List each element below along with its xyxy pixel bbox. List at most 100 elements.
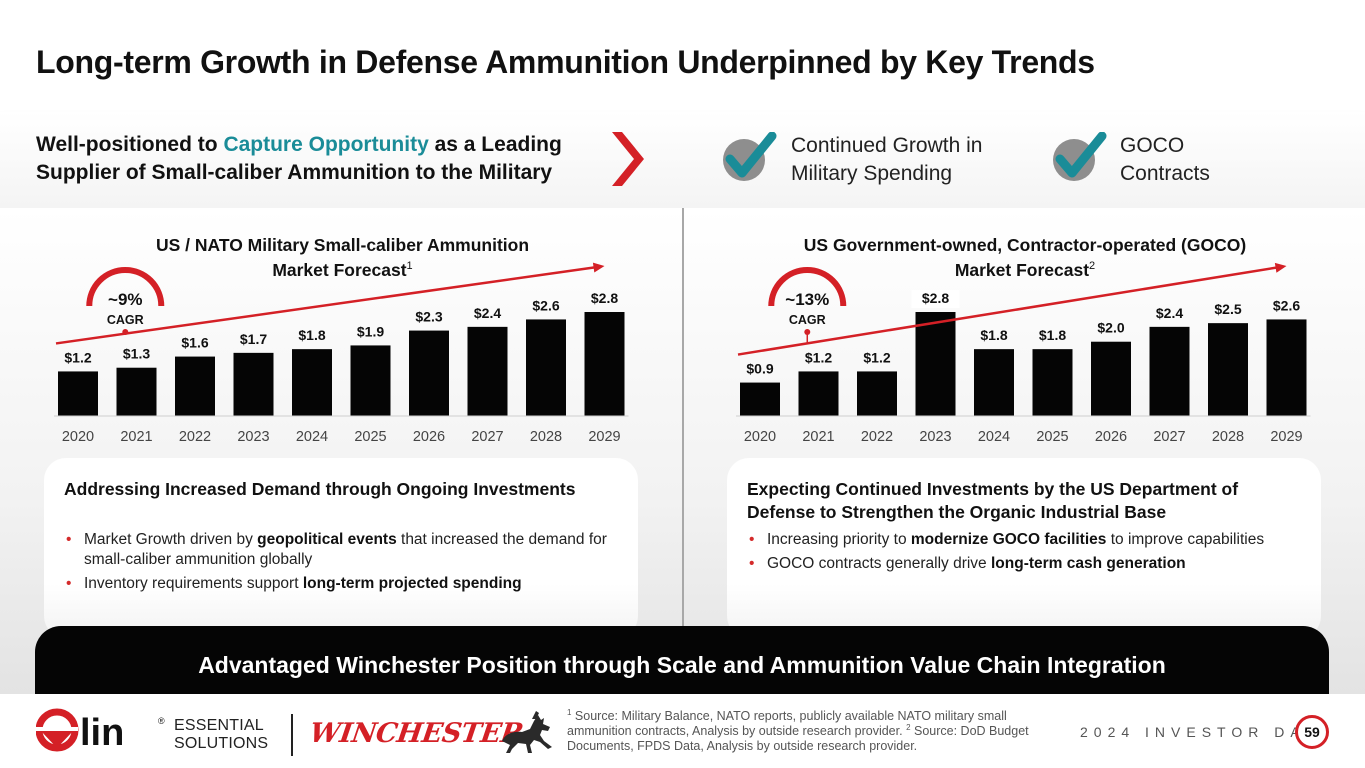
- cagr-pointer-dot: [804, 329, 811, 335]
- bullet-text: to improve capabilities: [1106, 531, 1265, 548]
- key-trends-band: [0, 112, 1365, 208]
- data-label-2021: $1.2: [805, 349, 832, 365]
- bar-2023: [233, 352, 274, 416]
- footnote-text: Source: Military Balance, NATO reports, …: [567, 709, 1007, 738]
- cagr-arrow-head: [592, 262, 605, 273]
- cagr-arc: [86, 267, 165, 307]
- x-tick-2021: 2021: [802, 429, 834, 445]
- footer: [0, 694, 1365, 768]
- bullet-bold: long-term projected spending: [302, 575, 522, 592]
- bar-2028: [1208, 323, 1248, 416]
- bullet-text: Inventory requirements support: [84, 575, 303, 592]
- tagline-line1-post: as a Leading: [428, 133, 562, 156]
- x-tick-2025: 2025: [1036, 429, 1068, 445]
- trend-line1: GOCO: [1120, 134, 1185, 157]
- trend-line2: Military Spending: [791, 162, 953, 185]
- winchester-logo: WINCHESTER: [307, 718, 526, 749]
- logo-divider: [291, 714, 293, 756]
- data-label-bg: [911, 290, 960, 309]
- bar-2021: [116, 367, 157, 416]
- bar-2027: [1149, 326, 1190, 416]
- data-label-2028: $2.5: [1214, 301, 1241, 317]
- olin-circle-icon: lin ®: [35, 708, 165, 754]
- horse-rider-icon: [502, 711, 552, 753]
- bullet-item: Market Growth driven by geopolitical eve…: [64, 530, 634, 570]
- tagline-line1-pre: Well-positioned to: [36, 133, 224, 156]
- x-tick-2024: 2024: [978, 429, 1010, 445]
- cagr-label: CAGR: [107, 313, 144, 327]
- data-label-2029: $2.8: [591, 290, 618, 306]
- x-tick-2020: 2020: [62, 429, 94, 445]
- panel-divider: [682, 208, 684, 628]
- bullet-text: that increased the demand for small-cali…: [84, 531, 607, 568]
- chart-title-nato: US / NATO Military Small-caliber Ammunit…: [70, 233, 615, 283]
- bar-2026: [1091, 341, 1131, 416]
- essential-line1: ESSENTIAL: [174, 717, 264, 734]
- bar-2021: [798, 371, 839, 416]
- bar-2024: [292, 349, 332, 416]
- olin-logo: lin ®: [35, 708, 172, 757]
- bullet-text: GOCO contracts generally drive: [767, 555, 991, 572]
- data-label-2025: $1.8: [1039, 327, 1066, 343]
- checkmark-icon: [1053, 132, 1107, 181]
- essential-solutions-logo: ESSENTIAL SOLUTIONS: [174, 717, 268, 753]
- goco-market-chart: $0.9 2020 $1.2 2021 $1.2 2022 $2.8 2023 $1.8 2024…: [736, 262, 1311, 445]
- data-label-2020: $0.9: [746, 361, 773, 377]
- bar-2025: [350, 345, 391, 416]
- x-tick-2023: 2023: [919, 429, 951, 445]
- cagr-arrow-head: [1274, 262, 1287, 273]
- cagr-trend-line: [55, 265, 597, 345]
- bullet-bold: geopolitical events: [257, 531, 397, 548]
- data-label-2028: $2.6: [532, 297, 559, 313]
- data-label-2022: $1.2: [863, 349, 890, 365]
- bullet-bold: modernize GOCO facilities: [910, 531, 1107, 548]
- data-label-2024: $1.8: [980, 327, 1007, 343]
- bar-2028: [526, 319, 566, 416]
- data-label-2024: $1.8: [298, 327, 325, 343]
- data-label-2023: $2.8: [922, 290, 949, 306]
- bar-2025: [1032, 349, 1073, 416]
- cagr-trend-line: [737, 266, 1279, 356]
- data-label-2020: $1.2: [64, 349, 91, 365]
- trend-line1: Continued Growth in: [791, 134, 983, 157]
- tagline-line2: Supplier of Small-caliber Ammunition to …: [36, 161, 553, 184]
- card-title: Expecting Continued Investments by the U…: [747, 479, 1239, 522]
- winchester-position-banner: Advantaged Winchester Position through S…: [35, 626, 1329, 694]
- checkmark-icon: [723, 132, 777, 181]
- cagr-value: ~9%: [108, 290, 142, 309]
- chart-title-line2: Market Forecast: [954, 260, 1090, 280]
- cagr-value: ~13%: [785, 290, 829, 309]
- x-tick-2029: 2029: [588, 429, 620, 445]
- tagline-accent: Capture Opportunity: [223, 133, 429, 156]
- footnote-marker: 2: [906, 722, 911, 732]
- x-tick-2022: 2022: [179, 429, 211, 445]
- x-tick-2023: 2023: [237, 429, 269, 445]
- x-tick-2025: 2025: [354, 429, 386, 445]
- event-label: 2024 INVESTOR DAY: [1080, 724, 1320, 740]
- bullet-bold: long-term cash generation: [990, 555, 1186, 572]
- bar-2024: [974, 349, 1014, 416]
- data-label-2021: $1.3: [123, 346, 150, 362]
- card-increased-demand: Addressing Increased Demand through Ongo…: [44, 458, 638, 638]
- chart-title-footnote: 2: [1089, 260, 1096, 273]
- registered-mark: ®: [158, 716, 165, 726]
- bar-2022: [857, 371, 897, 416]
- chevron-right-icon: [612, 132, 644, 186]
- bar-2023: [915, 312, 956, 416]
- bullet-text: Increasing priority to: [767, 531, 911, 548]
- data-label-2022: $1.6: [181, 335, 208, 351]
- x-tick-2028: 2028: [530, 429, 562, 445]
- x-tick-2022: 2022: [861, 429, 893, 445]
- footnote-text: Source: DoD Budget Documents, FPDS Data,…: [567, 724, 1029, 753]
- x-tick-2029: 2029: [1270, 429, 1302, 445]
- card-dod-investment: Expecting Continued Investments by the U…: [727, 458, 1321, 638]
- tagline: Well-positioned to Capture Opportunity a…: [36, 131, 596, 187]
- bullet-text: Market Growth driven by: [84, 531, 258, 548]
- x-tick-2027: 2027: [1153, 429, 1185, 445]
- bar-2029: [1266, 319, 1307, 416]
- data-label-2026: $2.0: [1097, 320, 1124, 336]
- bar-2020: [740, 382, 780, 416]
- page-number: 59: [1295, 715, 1329, 749]
- trend-line2: Contracts: [1120, 162, 1210, 185]
- bar-2020: [58, 371, 98, 416]
